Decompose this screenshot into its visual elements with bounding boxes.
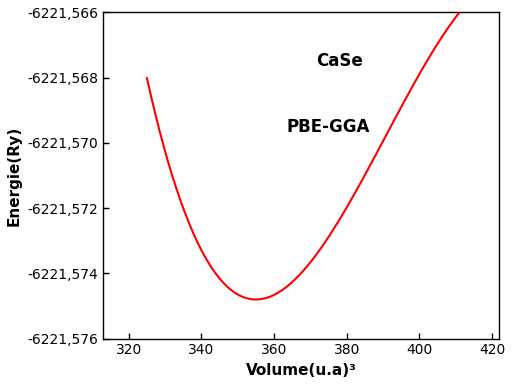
Y-axis label: Energie(Ry): Energie(Ry) xyxy=(7,126,22,226)
Text: PBE-GGA: PBE-GGA xyxy=(287,117,370,136)
Text: CaSe: CaSe xyxy=(316,52,363,70)
X-axis label: Volume(u.a)³: Volume(u.a)³ xyxy=(246,363,357,378)
